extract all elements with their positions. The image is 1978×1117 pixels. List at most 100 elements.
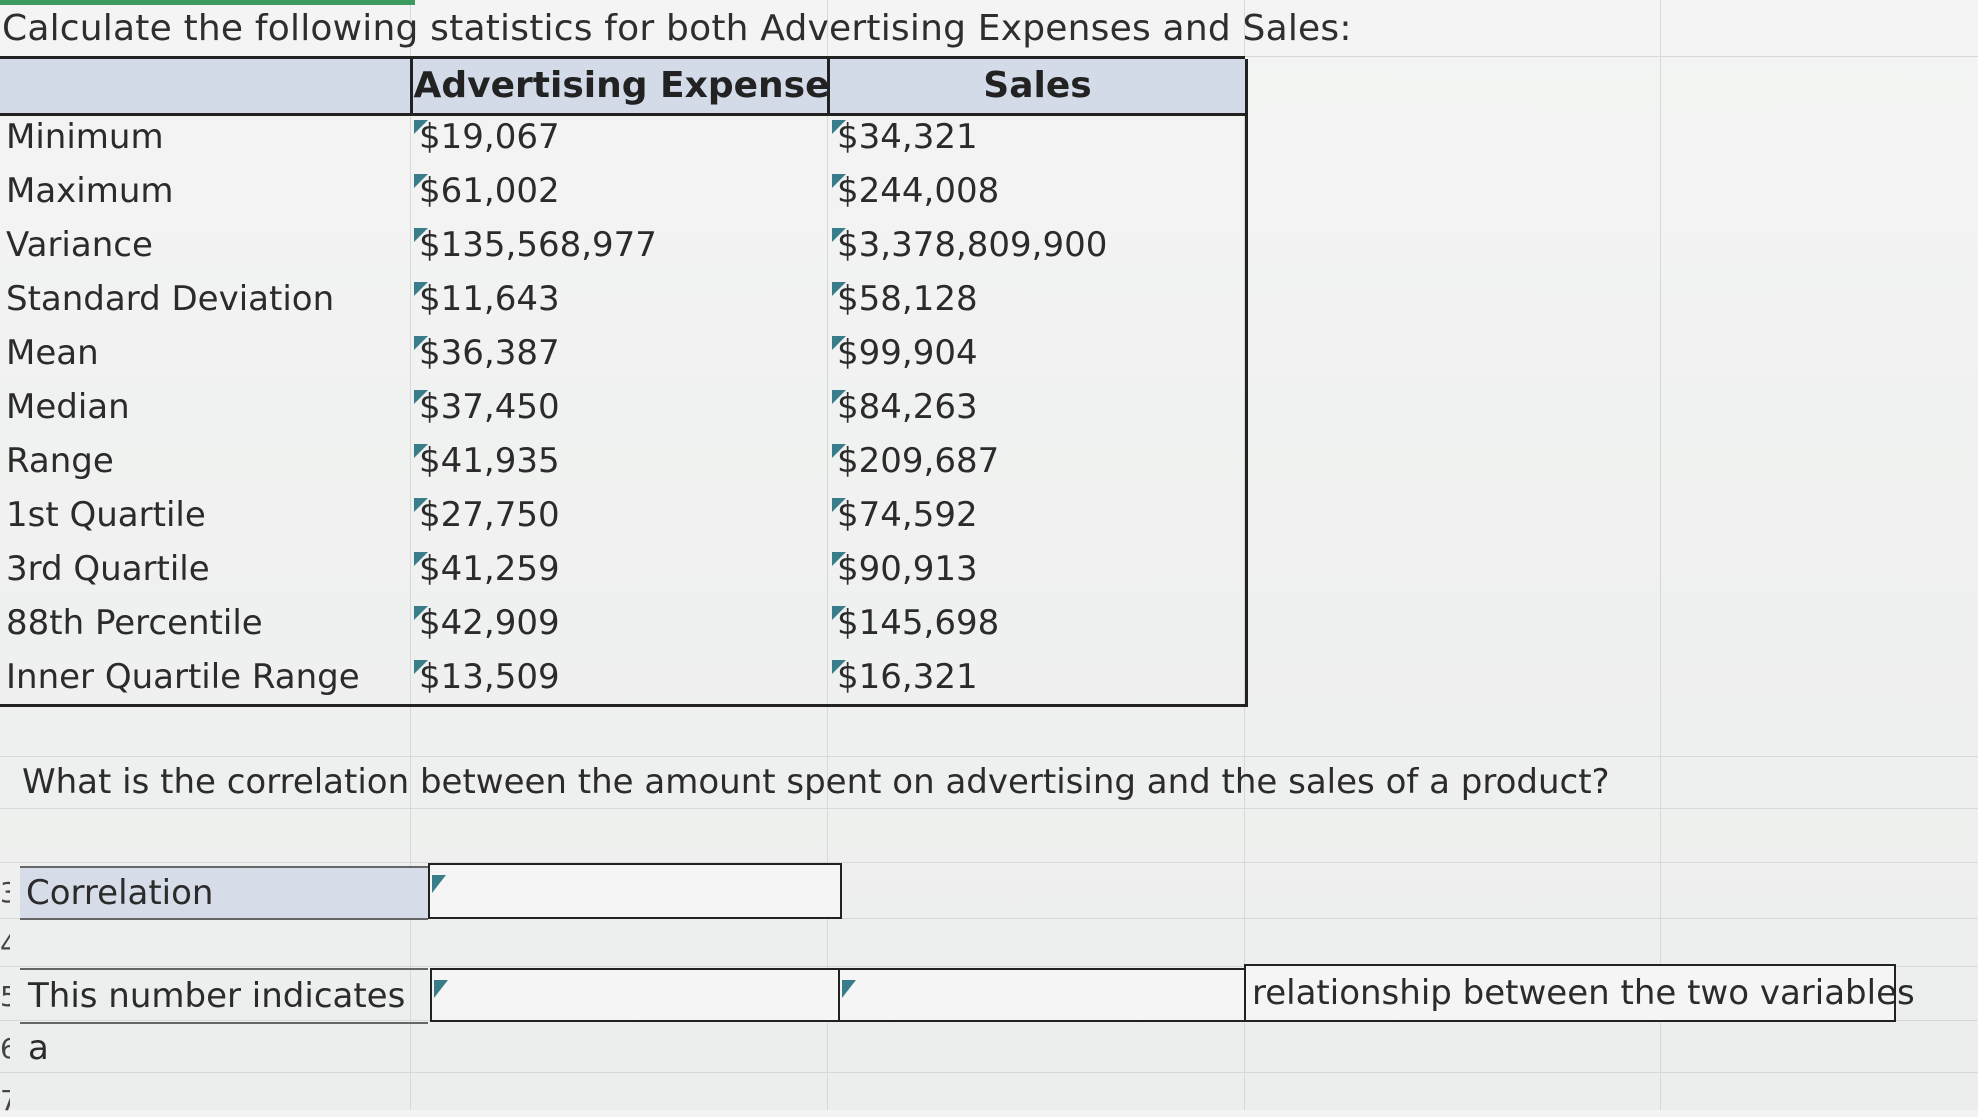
row-label[interactable]: Maximum <box>6 171 174 211</box>
row-label[interactable]: Range <box>6 441 114 481</box>
advertising-value-cell[interactable]: $11,643 <box>414 272 560 326</box>
gridline <box>1660 0 1661 1110</box>
input-marker-icon <box>434 980 448 998</box>
relationship-direction-input[interactable] <box>430 968 842 1022</box>
row-header-number[interactable]: 7 <box>0 1084 10 1117</box>
sales-value-cell[interactable]: $145,698 <box>832 596 999 650</box>
correlation-label-cell[interactable]: Correlation <box>20 866 428 920</box>
advertising-value-cell[interactable]: $42,909 <box>414 596 560 650</box>
input-marker-icon <box>832 228 846 242</box>
advertising-value: $13,509 <box>419 657 560 697</box>
table-row: 88th Percentile $42,909 $145,698 <box>0 596 1242 650</box>
correlation-question: What is the correlation between the amou… <box>22 762 1610 802</box>
table-row: 1st Quartile $27,750 $74,592 <box>0 488 1242 542</box>
header-cell-blank[interactable] <box>0 59 410 113</box>
sales-value-cell[interactable]: $34,321 <box>832 110 978 164</box>
input-marker-icon <box>414 498 428 512</box>
sales-value: $145,698 <box>837 603 1000 643</box>
input-marker-icon <box>414 282 428 296</box>
advertising-value-cell[interactable]: $13,509 <box>414 650 560 704</box>
input-marker-icon <box>832 660 846 674</box>
row-label[interactable]: Inner Quartile Range <box>6 657 360 697</box>
advertising-value: $42,909 <box>419 603 560 643</box>
row-label[interactable]: Variance <box>6 225 153 265</box>
advertising-value-cell[interactable]: $27,750 <box>414 488 560 542</box>
sales-value-cell[interactable]: $244,008 <box>832 164 999 218</box>
sales-value-cell[interactable]: $209,687 <box>832 434 999 488</box>
advertising-value-cell[interactable]: $19,067 <box>414 110 560 164</box>
sales-value-cell[interactable]: $74,592 <box>832 488 978 542</box>
row-label[interactable]: Standard Deviation <box>6 279 335 319</box>
advertising-value: $27,750 <box>419 495 560 535</box>
sales-value: $84,263 <box>837 387 978 427</box>
row-header-number[interactable]: 4 <box>0 928 10 961</box>
advertising-value-cell[interactable]: $41,935 <box>414 434 560 488</box>
input-marker-icon <box>414 336 428 350</box>
input-marker-icon <box>832 552 846 566</box>
relationship-suffix-cell[interactable]: relationship between the two variables <box>1244 964 1915 1022</box>
input-marker-icon <box>832 120 846 134</box>
table-row: Maximum $61,002 $244,008 <box>0 164 1242 218</box>
input-marker-icon <box>414 120 428 134</box>
row-label[interactable]: Mean <box>6 333 99 373</box>
input-marker-icon <box>414 228 428 242</box>
correlation-label: Correlation <box>26 873 214 913</box>
advertising-value: $37,450 <box>419 387 560 427</box>
relationship-strength-input[interactable] <box>838 968 1250 1022</box>
row-header-number[interactable]: 5 <box>0 980 10 1013</box>
sales-value-cell[interactable]: $90,913 <box>832 542 978 596</box>
page-title: Calculate the following statistics for b… <box>2 8 1352 49</box>
advertising-value-cell[interactable]: $37,450 <box>414 380 560 434</box>
row-label[interactable]: 3rd Quartile <box>6 549 210 589</box>
table-row: 3rd Quartile $41,259 $90,913 <box>0 542 1242 596</box>
sales-value: $3,378,809,900 <box>837 225 1108 265</box>
advertising-value-cell[interactable]: $61,002 <box>414 164 560 218</box>
input-marker-icon <box>832 336 846 350</box>
gridline <box>410 0 411 1110</box>
input-marker-icon <box>832 282 846 296</box>
sales-value-cell[interactable]: $58,128 <box>832 272 978 326</box>
advertising-value: $41,935 <box>419 441 560 481</box>
advertising-value: $19,067 <box>419 117 560 157</box>
table-row: Minimum $19,067 $34,321 <box>0 110 1242 164</box>
indicates-label-cell[interactable]: This number indicates a <box>20 968 428 1068</box>
sales-value-cell[interactable]: $16,321 <box>832 650 978 704</box>
gridline <box>827 0 828 1110</box>
input-marker-icon <box>842 980 856 998</box>
table-row: Variance $135,568,977 $3,378,809,900 <box>0 218 1242 272</box>
sales-value: $209,687 <box>837 441 1000 481</box>
relationship-suffix: relationship between the two variables <box>1252 973 1915 1013</box>
advertising-value: $61,002 <box>419 171 560 211</box>
gridline <box>0 918 1978 919</box>
gridline <box>1244 0 1245 1110</box>
gridline <box>0 1072 1978 1073</box>
sales-value-cell[interactable]: $99,904 <box>832 326 978 380</box>
advertising-value: $36,387 <box>419 333 560 373</box>
input-marker-icon <box>414 174 428 188</box>
row-header-number[interactable]: 3 <box>0 876 10 909</box>
table-row: Standard Deviation $11,643 $58,128 <box>0 272 1242 326</box>
advertising-value-cell[interactable]: $41,259 <box>414 542 560 596</box>
correlation-input[interactable] <box>428 863 842 919</box>
header-cell-advertising[interactable]: Advertising Expense <box>410 59 830 113</box>
advertising-value-cell[interactable]: $135,568,977 <box>414 218 657 272</box>
row-label[interactable]: 88th Percentile <box>6 603 263 643</box>
advertising-value: $41,259 <box>419 549 560 589</box>
table-row: Inner Quartile Range $13,509 $16,321 <box>0 650 1242 704</box>
table-row: Mean $36,387 $99,904 <box>0 326 1242 380</box>
row-label[interactable]: Median <box>6 387 130 427</box>
row-header-number[interactable]: 6 <box>0 1032 10 1065</box>
header-cell-sales[interactable]: Sales <box>827 59 1248 113</box>
row-label[interactable]: 1st Quartile <box>6 495 206 535</box>
sales-value: $58,128 <box>837 279 978 319</box>
input-marker-icon <box>432 875 446 893</box>
advertising-value-cell[interactable]: $36,387 <box>414 326 560 380</box>
sales-value-cell[interactable]: $3,378,809,900 <box>832 218 1107 272</box>
indicates-label: This number indicates a <box>28 976 406 1068</box>
input-marker-icon <box>832 498 846 512</box>
stats-table: Minimum $19,067 $34,321 Maximum $61,002 … <box>0 110 1248 707</box>
input-marker-icon <box>832 444 846 458</box>
sales-value-cell[interactable]: $84,263 <box>832 380 978 434</box>
gridline <box>0 808 1978 809</box>
row-label[interactable]: Minimum <box>6 117 164 157</box>
